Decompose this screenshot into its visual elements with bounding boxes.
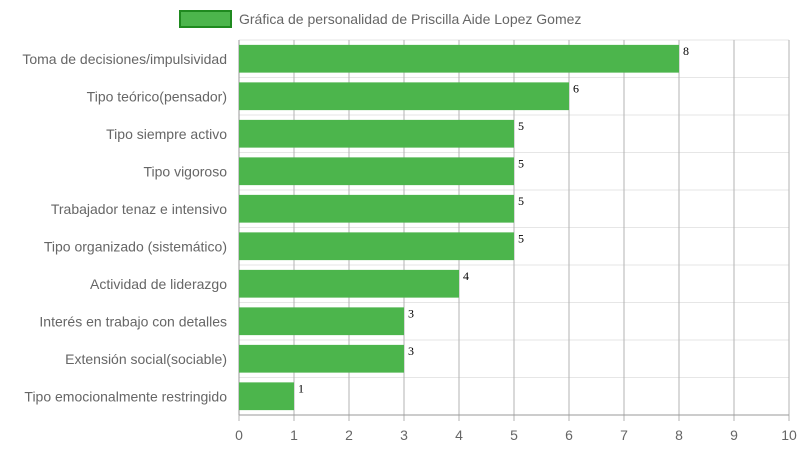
bar[interactable]	[239, 307, 404, 336]
bar[interactable]	[239, 119, 514, 148]
x-tick-label: 10	[781, 427, 797, 443]
x-tick-label: 5	[510, 427, 518, 443]
bar-value-label: 5	[518, 231, 524, 245]
bar[interactable]	[239, 44, 679, 73]
x-tick-label: 0	[235, 427, 243, 443]
bar-value-label: 6	[573, 81, 579, 95]
bar-value-label: 3	[408, 306, 414, 320]
category-label: Tipo siempre activo	[106, 126, 227, 142]
x-tick-label: 6	[565, 427, 573, 443]
bars: 8 6 5 5 5 5 4 3 3 1	[239, 44, 689, 411]
category-label: Tipo emocionalmente restringido	[24, 388, 227, 404]
x-tick-label: 9	[730, 427, 738, 443]
legend[interactable]: Gráfica de personalidad de Priscilla Aid…	[179, 10, 581, 28]
x-axis: 0 1 2 3 4 5 6 7 8 9 10	[235, 414, 797, 443]
x-tick-label: 1	[290, 427, 298, 443]
category-label: Actividad de liderazgo	[90, 276, 227, 292]
x-tick-label: 4	[455, 427, 463, 443]
x-tick-label: 7	[620, 427, 628, 443]
bar[interactable]	[239, 82, 569, 111]
bar[interactable]	[239, 232, 514, 261]
category-label: Interés en trabajo con detalles	[39, 313, 227, 329]
bar[interactable]	[239, 194, 514, 223]
category-label: Extensión social(sociable)	[65, 351, 227, 367]
bar[interactable]	[239, 344, 404, 373]
bar-value-label: 5	[518, 156, 524, 170]
bar[interactable]	[239, 269, 459, 298]
category-label: Trabajador tenaz e intensivo	[51, 201, 227, 217]
category-label: Toma de decisiones/impulsividad	[22, 51, 227, 67]
category-labels: Toma de decisiones/impulsividad Tipo teór…	[22, 51, 227, 405]
bar[interactable]	[239, 382, 294, 411]
bar-value-label: 5	[518, 119, 524, 133]
bar-value-label: 3	[408, 344, 414, 358]
bar-value-label: 4	[463, 269, 469, 283]
bar-value-label: 1	[298, 381, 304, 395]
bar-value-label: 8	[683, 44, 689, 58]
bar[interactable]	[239, 157, 514, 186]
legend-swatch	[179, 10, 232, 28]
legend-label: Gráfica de personalidad de Priscilla Aid…	[239, 11, 581, 27]
bar-value-label: 5	[518, 194, 524, 208]
x-tick-label: 3	[400, 427, 408, 443]
category-label: Tipo vigoroso	[143, 163, 227, 179]
x-tick-label: 2	[345, 427, 353, 443]
category-label: Tipo teórico(pensador)	[87, 88, 227, 104]
x-tick-label: 8	[675, 427, 683, 443]
category-label: Tipo organizado (sistemático)	[44, 238, 227, 254]
